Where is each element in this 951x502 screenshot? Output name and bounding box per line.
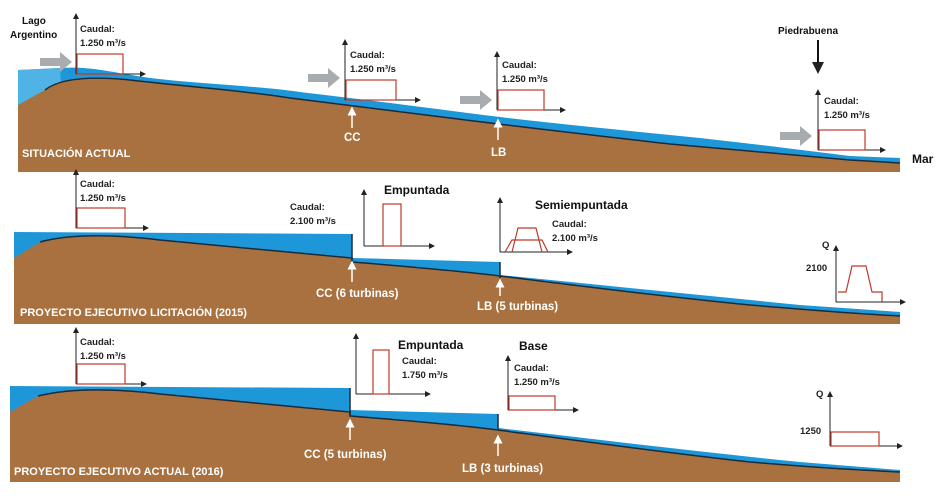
caudal-label: Caudal: xyxy=(514,363,549,374)
caudal-label: Caudal: xyxy=(80,24,115,35)
q-axis-graph: Q 1250 xyxy=(800,389,903,449)
flow-graph: Caudal: 1.250 m³/s xyxy=(73,13,146,77)
site-label: CC (6 turbinas) xyxy=(316,288,399,300)
caudal-value: 1.250 m³/s xyxy=(80,193,126,204)
flow-arrow xyxy=(460,90,492,110)
flow-graph: Caudal: 1.250 m³/s xyxy=(494,51,566,113)
flow-arrow xyxy=(40,52,72,72)
terrain xyxy=(14,235,900,324)
mode-label: Empuntada xyxy=(398,338,464,352)
site-label: LB xyxy=(491,147,506,159)
caudal-label: Caudal: xyxy=(552,219,587,230)
site-label: LB (3 turbinas) xyxy=(462,463,543,475)
flow-graph: Empuntada Caudal: 1.750 m³/s xyxy=(353,333,464,397)
caudal-label: Caudal: xyxy=(502,60,537,71)
panel-situacion-actual: SITUACIÓN ACTUAL Caudal: 1.250 m³/s Caud… xyxy=(10,13,934,172)
lago-label: Lago Argentino xyxy=(10,16,57,41)
caudal-label: Caudal: xyxy=(350,50,385,61)
caudal-value: 1.250 m³/s xyxy=(80,351,126,362)
flow-graph: Caudal: 1.250 m³/s xyxy=(815,89,886,153)
caudal-value: 1.250 m³/s xyxy=(514,377,560,388)
flow-graph: Base Caudal: 1.250 m³/s xyxy=(505,339,579,413)
flow-graph: Caudal: 1.250 m³/s xyxy=(73,327,147,387)
panel-title: PROYECTO EJECUTIVO ACTUAL (2016) xyxy=(14,466,224,478)
mode-label: Base xyxy=(519,339,548,353)
flow-graph: Semiempuntada Caudal: 2.100 m³/s xyxy=(497,197,628,255)
piedrabuena-label: Piedrabuena xyxy=(778,26,838,37)
caudal-value: 1.250 m³/s xyxy=(350,64,396,75)
mode-label: Empuntada xyxy=(384,183,450,197)
q-label: Q xyxy=(816,389,823,400)
flow-arrow xyxy=(308,68,340,88)
site-label: LB (5 turbinas) xyxy=(477,301,558,313)
panel-licitacion-2015: PROYECTO EJECUTIVO LICITACIÓN (2015) Cau… xyxy=(14,169,906,324)
q-value: 2100 xyxy=(806,263,827,274)
caudal-label: Caudal: xyxy=(80,337,115,348)
mar-label: Mar xyxy=(912,152,934,166)
q-value: 1250 xyxy=(800,426,821,437)
caudal-label: Caudal: xyxy=(290,202,325,213)
flow-graph: Caudal: 1.250 m³/s xyxy=(342,39,421,103)
panel-title: PROYECTO EJECUTIVO LICITACIÓN (2015) xyxy=(20,306,247,319)
flow-graph: Empuntada Caudal: 2.100 m³/s xyxy=(290,183,450,249)
q-axis-graph: Q 2100 xyxy=(806,240,906,305)
mode-label: Semiempuntada xyxy=(535,198,628,212)
caudal-value: 1.250 m³/s xyxy=(824,110,870,121)
caudal-label: Caudal: xyxy=(824,96,859,107)
caudal-label: Caudal: xyxy=(80,179,115,190)
caudal-value: 1.250 m³/s xyxy=(502,74,548,85)
q-label: Q xyxy=(822,240,829,251)
flow-graph: Caudal: 1.250 m³/s xyxy=(73,169,149,231)
terrain xyxy=(10,389,900,482)
caudal-value: 1.250 m³/s xyxy=(80,38,126,49)
site-label: CC xyxy=(344,132,361,144)
panel-actual-2016: PROYECTO EJECUTIVO ACTUAL (2016) Caudal:… xyxy=(10,327,903,482)
caudal-value: 2.100 m³/s xyxy=(552,233,598,244)
caudal-value: 1.750 m³/s xyxy=(402,370,448,381)
terrain xyxy=(18,78,900,172)
site-label: CC (5 turbinas) xyxy=(304,449,387,461)
caudal-label: Caudal: xyxy=(402,356,437,367)
flow-arrow xyxy=(780,126,812,146)
panel-title: SITUACIÓN ACTUAL xyxy=(22,147,131,160)
caudal-value: 2.100 m³/s xyxy=(290,216,336,227)
